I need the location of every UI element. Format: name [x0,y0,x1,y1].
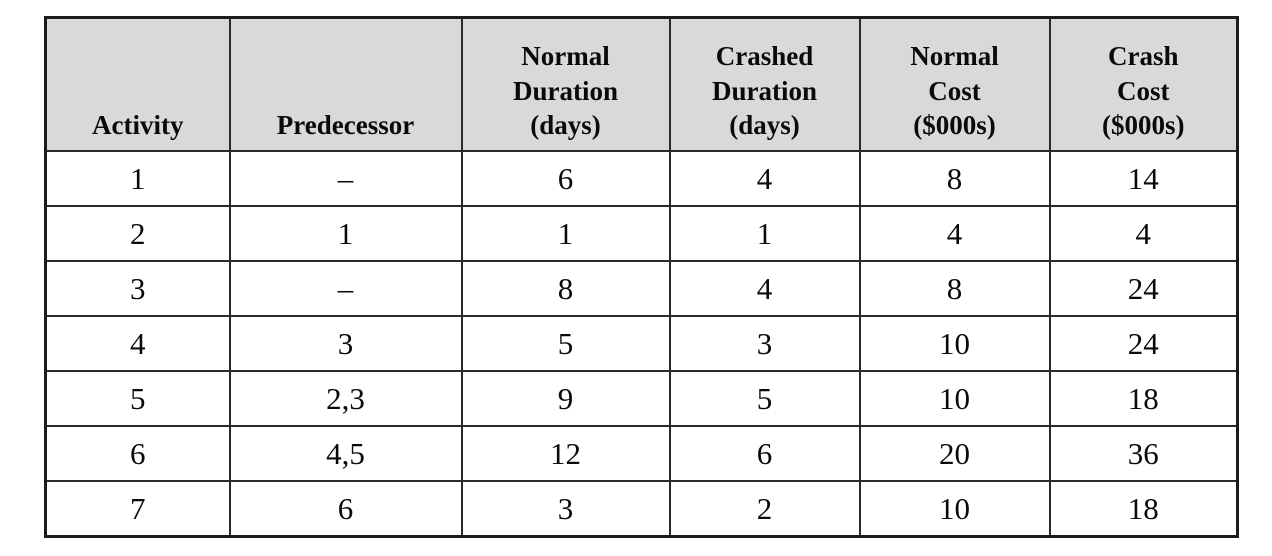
header-cell-crash-cost: Crash Cost ($000s) [1048,16,1239,152]
table-cell: 20 [858,425,1051,482]
table-cell: 8 [460,260,671,317]
table-cell: 6 [460,150,671,207]
header-cell-normal-cost: Normal Cost ($000s) [858,16,1051,152]
table-cell: 8 [858,260,1051,317]
table-cell: 3 [460,480,671,538]
table-cell: 9 [460,370,671,427]
table-cell: 3 [668,315,861,372]
table-cell: 4 [44,315,231,372]
table-row: 4 3 5 3 10 24 [44,315,1239,372]
table-cell: – [228,150,463,207]
table-cell: 14 [1048,150,1239,207]
table-cell: 4 [668,150,861,207]
table-cell: 1 [228,205,463,262]
table-cell: 12 [460,425,671,482]
crashing-data-table: Activity Predecessor Normal Duration (da… [44,16,1239,538]
table-cell: 6 [44,425,231,482]
table-row: 7 6 3 2 10 18 [44,480,1239,538]
table-cell: 6 [228,480,463,538]
table-row: 6 4,5 12 6 20 36 [44,425,1239,482]
table-cell: 1 [668,205,861,262]
table-cell: 5 [668,370,861,427]
table-cell: 6 [668,425,861,482]
table-row: 1 – 6 4 8 14 [44,150,1239,207]
table-cell: 1 [44,150,231,207]
table-cell: 18 [1048,480,1239,538]
table-cell: – [228,260,463,317]
header-cell-crashed-duration: Crashed Duration (days) [668,16,861,152]
table-cell: 3 [44,260,231,317]
table-cell: 1 [460,205,671,262]
table-cell: 5 [460,315,671,372]
table-cell: 7 [44,480,231,538]
header-cell-normal-duration: Normal Duration (days) [460,16,671,152]
header-cell-activity: Activity [44,16,231,152]
table-cell: 4 [858,205,1051,262]
header-cell-predecessor: Predecessor [228,16,463,152]
table-row: 5 2,3 9 5 10 18 [44,370,1239,427]
table-cell: 4,5 [228,425,463,482]
table-cell: 2,3 [228,370,463,427]
table-cell: 10 [858,480,1051,538]
table-cell: 24 [1048,315,1239,372]
table-cell: 5 [44,370,231,427]
table-cell: 18 [1048,370,1239,427]
table-cell: 3 [228,315,463,372]
table-cell: 4 [668,260,861,317]
table-cell: 8 [858,150,1051,207]
table-cell: 2 [668,480,861,538]
table-cell: 4 [1048,205,1239,262]
table-cell: 10 [858,315,1051,372]
table-row: 3 – 8 4 8 24 [44,260,1239,317]
table-cell: 10 [858,370,1051,427]
header-row: Activity Predecessor Normal Duration (da… [44,16,1239,152]
table-cell: 36 [1048,425,1239,482]
crashing-data-table-container: Activity Predecessor Normal Duration (da… [44,16,1239,538]
table-row: 2 1 1 1 4 4 [44,205,1239,262]
table-cell: 2 [44,205,231,262]
table-cell: 24 [1048,260,1239,317]
